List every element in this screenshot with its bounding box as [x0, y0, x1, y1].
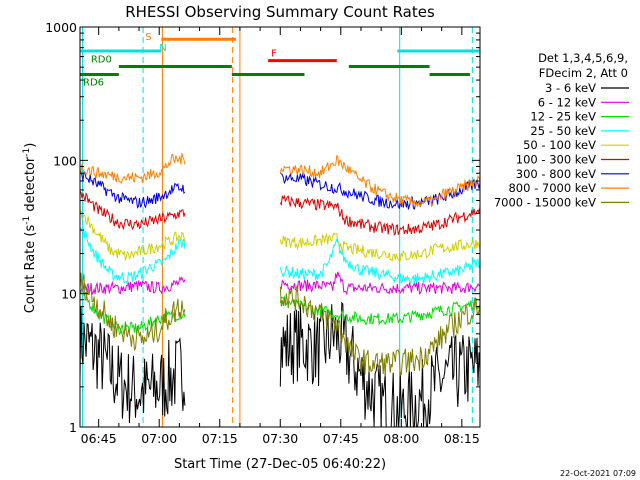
series-line-5-seg2	[279, 194, 481, 236]
series-line-0-seg2	[279, 301, 481, 428]
legend-label-2: 12 - 25 keV	[530, 110, 596, 124]
series-line-5-seg1	[79, 190, 186, 231]
y-axis-ticks: 1 10 100 1000	[45, 20, 480, 435]
y-axis-label-sup1: -1	[22, 216, 32, 225]
series-line-8-seg1	[79, 272, 186, 351]
x-tick-label-1: 07:00	[141, 431, 177, 446]
legend-label-4: 50 - 100 keV	[523, 138, 596, 152]
x-axis-ticks: 06:45 07:00 07:15 07:30 07:45 08:00 08:15	[81, 27, 480, 446]
x-tick-label-4: 07:45	[323, 431, 359, 446]
x-tick-label-6: 08:15	[444, 431, 480, 446]
y-axis-label-mid: detector	[23, 156, 38, 216]
y-tick-label-1: 10	[61, 287, 77, 302]
timestamp: 22-Oct-2021 07:09	[560, 469, 636, 478]
legend-label-0: 3 - 6 keV	[545, 81, 596, 95]
y-tick-label-3: 1000	[45, 20, 77, 35]
plot-area: SN F RD0 RD6	[79, 27, 481, 428]
y-axis-label-sup2: -1	[22, 148, 32, 157]
marker-label-6: RD6	[83, 78, 104, 89]
series-line-6-seg1	[79, 169, 186, 209]
x-tick-label-0: 06:45	[81, 431, 117, 446]
x-tick-label-2: 07:15	[202, 431, 238, 446]
x-tick-label-3: 07:30	[262, 431, 298, 446]
series-line-2-seg1	[79, 288, 186, 336]
series-line-3-seg1	[79, 226, 186, 286]
x-tick-label-5: 08:00	[383, 431, 419, 446]
y-tick-label-2: 100	[53, 153, 77, 168]
chart-title: RHESSI Observing Summary Count Rates	[125, 3, 435, 21]
marker-label-1: N	[159, 43, 166, 54]
series-line-1-seg1	[79, 275, 186, 296]
legend-label-1: 6 - 12 keV	[538, 95, 596, 109]
series-line-4-seg1	[79, 209, 186, 261]
legend-label-8: 7000 - 15000 keV	[494, 195, 596, 209]
y-axis-label-end: )	[23, 143, 38, 148]
marker-label-0: S	[145, 32, 151, 43]
y-tick-label-0: 1	[69, 420, 77, 435]
series-line-7-seg2	[279, 154, 481, 208]
series-line-1-seg2	[279, 271, 481, 296]
marker-label-4: RD0	[91, 55, 112, 66]
legend-header-line-1: Det 1,3,4,5,6,9,	[538, 51, 628, 65]
series-line-7-seg1	[79, 153, 186, 184]
legend-label-7: 800 - 7000 keV	[508, 181, 596, 195]
y-axis-label-main: Count Rate (s	[23, 225, 38, 314]
legend-label-5: 100 - 300 keV	[516, 153, 596, 167]
legend-label-3: 25 - 50 keV	[530, 124, 596, 138]
x-axis-label: Start Time (27-Dec-05 06:40:22)	[174, 457, 386, 472]
legend-label-6: 300 - 800 keV	[516, 167, 596, 181]
series-line-8-seg2	[279, 283, 481, 377]
marker-label-3: F	[271, 49, 277, 60]
series-line-4-seg2	[279, 232, 481, 262]
y-axis-label: Count Rate (s-1 detector-1)	[22, 143, 38, 314]
series-line-3-seg2	[279, 237, 481, 285]
series-line-0-seg1	[79, 306, 186, 424]
legend-header-line-2: FDecim 2, Att 0	[539, 66, 628, 80]
